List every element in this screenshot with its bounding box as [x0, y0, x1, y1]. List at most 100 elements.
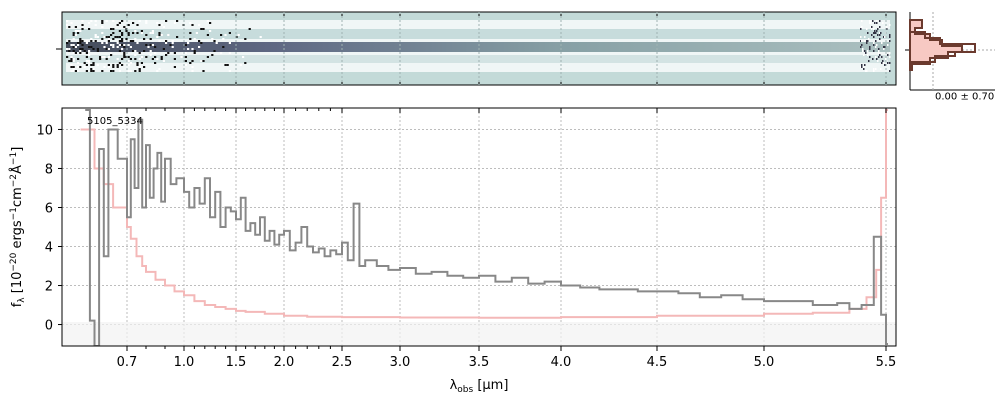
spectrum-2d-pixel — [184, 64, 187, 66]
spectrum-2d-pixel — [105, 20, 108, 22]
spectrum-2d-pixel — [176, 20, 179, 22]
spectrum-2d-trace — [66, 42, 890, 52]
spectrum-2d-pixel — [70, 22, 73, 24]
spectrum-2d-pixel — [259, 36, 262, 38]
spectrum-2d-pixel — [121, 58, 124, 60]
spectrum-2d-pixel — [228, 52, 231, 54]
spectrum-2d-pixel — [886, 60, 888, 62]
x-tick-label: 5.5 — [876, 355, 897, 370]
spectrum-2d-pixel — [162, 60, 165, 62]
spectrum-2d-pixel — [876, 44, 878, 46]
spectrum-2d-pixel — [202, 28, 205, 30]
spectrum-2d-pixel — [872, 20, 874, 22]
spectrum-2d-pixel — [123, 52, 126, 54]
spectrum-2d-pixel — [77, 62, 80, 64]
spectrum-2d-band-lower — [66, 55, 890, 63]
spectrum-2d-pixel — [867, 32, 869, 34]
spectrum-2d-pixel — [90, 40, 93, 42]
spectrum-2d-pixel — [72, 70, 75, 72]
spectrum-2d-pixel — [198, 40, 201, 42]
spectrum-2d-pixel — [96, 50, 99, 52]
spectrum-2d-pixel — [222, 38, 225, 40]
spectrum-2d-pixel — [121, 34, 124, 36]
spectrum-2d-pixel — [869, 48, 871, 50]
spectrum-2d-pixel — [189, 38, 192, 40]
spectrum-2d-pixel — [880, 32, 882, 34]
spectrum-2d-pixel — [873, 36, 875, 38]
spectrum-2d-pixel — [873, 32, 875, 34]
spectrum-2d-pixel — [118, 30, 121, 32]
spectrum-2d-pixel — [112, 28, 115, 30]
spectrum-2d-pixel — [81, 24, 84, 26]
spectrum-2d-pixel — [134, 54, 137, 56]
spectrum-2d-pixel — [165, 40, 168, 42]
spectrum-2d-pixel — [877, 34, 879, 36]
spectrum-2d-pixel — [74, 30, 77, 32]
spectrum-2d-band-upper — [66, 29, 890, 39]
spectrum-2d-pixel — [874, 30, 876, 32]
spectrum-2d-pixel — [158, 32, 161, 34]
spectrum-2d-pixel — [165, 20, 168, 22]
negative-region-shade — [62, 322, 896, 346]
spectrum-2d-pixel — [103, 46, 106, 48]
spectrum-2d-pixel — [865, 52, 867, 54]
spectrum-2d-pixel — [145, 20, 148, 22]
spectrum-2d-pixel — [191, 48, 194, 50]
inset-label: 0.00 ± 0.70 — [935, 91, 994, 102]
spectrum-2d-pixel — [77, 44, 80, 46]
spectrum-2d-pixel — [879, 26, 881, 28]
spectrum-2d-pixel — [149, 44, 152, 46]
spectrum-2d-pixel — [158, 24, 161, 26]
spectrum-2d-pixel — [105, 42, 108, 44]
spectrum-2d-pixel — [70, 66, 73, 68]
spectrum-2d-pixel — [191, 70, 194, 72]
spectrum-2d-pixel — [889, 56, 891, 58]
spectrum-2d-pixel — [869, 56, 871, 58]
spectrum-2d-pixel — [116, 46, 119, 48]
spectrum-2d-pixel — [105, 36, 108, 38]
spectrum-2d-pixel — [866, 42, 868, 44]
spectrum-2d-pixel — [112, 20, 115, 22]
spectrum-2d-pixel — [88, 46, 91, 48]
spectrum-2d-pixel — [193, 50, 196, 52]
spectrum-2d-pixel — [110, 34, 113, 36]
spectrum-2d-pixel — [154, 46, 157, 48]
spectrum-2d-pixel — [70, 44, 73, 46]
spectrum-2d-pixel — [112, 32, 115, 34]
spectrum-2d-pixel — [876, 20, 878, 22]
spectrum-2d-pixel — [871, 26, 873, 28]
spectrum-2d-pixel — [202, 60, 205, 62]
spectrum-2d-pixel — [151, 32, 154, 34]
spectrum-2d-pixel — [127, 44, 130, 46]
spectrum-2d-pixel — [191, 24, 194, 26]
spectrum-2d-pixel — [887, 62, 889, 64]
spectrum-2d-pixel — [110, 44, 113, 46]
spectrum-2d-pixel — [885, 58, 887, 60]
spectrum-2d-pixel — [870, 20, 872, 22]
spectrum-2d-pixel — [867, 50, 869, 52]
inset-profile — [909, 19, 963, 71]
spectrum-2d-pixel — [129, 62, 132, 64]
spectrum-2d-pixel — [79, 52, 82, 54]
spectrum-2d-pixel — [72, 58, 75, 60]
spectrum-2d-pixel — [860, 66, 862, 68]
spectrum-2d-pixel — [872, 58, 874, 60]
spectrum-2d-pixel — [864, 64, 866, 66]
spectrum-2d-pixel — [88, 50, 91, 52]
spectrum-2d-pixel — [215, 42, 218, 44]
x-axis-label: λobs [μm] — [450, 378, 509, 395]
spectrum-2d-pixel — [107, 40, 110, 42]
spectrum-2d-pixel — [878, 56, 880, 58]
spectrum-2d-pixel — [866, 28, 868, 30]
spectrum-2d-pixel — [118, 50, 121, 52]
spectrum-2d-pixel — [165, 54, 168, 56]
y-axis-ticks: 0 2 4 6 8 10 — [36, 123, 62, 334]
spectrum-2d-pixel — [68, 40, 71, 42]
spectrum-2d-pixel — [881, 62, 883, 64]
spectrum-2d-pixel — [861, 26, 863, 28]
spectrum-2d-pixel — [160, 24, 163, 26]
spectrum-2d-pixel — [123, 56, 126, 58]
spectrum-2d-pixel — [881, 42, 883, 44]
inset-profile-model — [910, 31, 976, 63]
spectrum-2d-pixel — [156, 22, 159, 24]
